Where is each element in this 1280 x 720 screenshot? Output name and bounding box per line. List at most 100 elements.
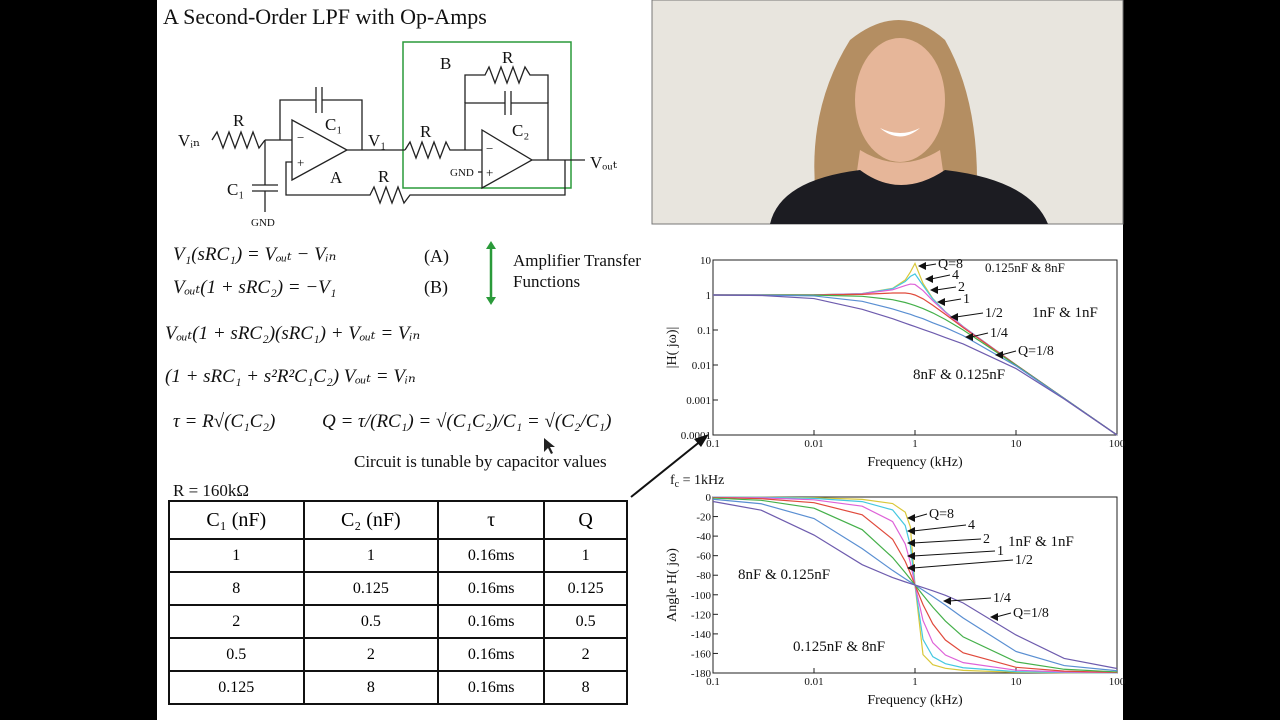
- arrow-head: [486, 241, 496, 249]
- label-arrow: [912, 513, 928, 519]
- op-amp-sign: −: [486, 141, 493, 156]
- op-amp: [291, 118, 349, 182]
- table-row: 2 0.5 0.16ms 0.5: [168, 604, 628, 639]
- y-tick-label: -140: [691, 629, 712, 641]
- note: Amplifier Transfer: [513, 251, 641, 270]
- note: f: [670, 473, 675, 488]
- note: fc = 1kHz: [670, 473, 724, 490]
- series-label: 1/4: [990, 326, 1008, 341]
- series-line: [712, 500, 1118, 670]
- series-label: 1: [963, 292, 970, 307]
- op-amp-sign: −: [297, 130, 304, 145]
- series-label: 4: [952, 268, 959, 283]
- table-header-cell: Q: [543, 500, 628, 540]
- annotation: 1nF & 1nF: [1008, 534, 1074, 550]
- circuit-label: C₁: [227, 180, 244, 199]
- arrow-head: [907, 564, 915, 572]
- circuit-label: Vₒᵤₜ: [590, 153, 618, 172]
- annotation: 0.125nF & 8nF: [793, 639, 885, 655]
- y-tick-label: -60: [696, 551, 711, 563]
- table-row: 8 0.125 0.16ms 0.125: [168, 571, 628, 606]
- resistor: [211, 130, 266, 150]
- circuit-label: R: [502, 48, 514, 67]
- op-amp-sign: +: [297, 155, 304, 170]
- arrow-head: [930, 286, 938, 294]
- pointer-arrow: [630, 439, 703, 498]
- x-tick-label: 100: [1109, 438, 1126, 450]
- label-arrow: [1000, 350, 1017, 356]
- y-tick-label: 0.0001: [681, 430, 711, 442]
- annotation: 8nF & 0.125nF: [913, 367, 1005, 383]
- table-container: C₁ (nF) C₂ (nF) τ Q1 1 0.16ms 18 0.125 0.16ms 0.1…: [168, 500, 628, 705]
- y-tick-label: 0.001: [686, 395, 711, 407]
- series-label: 1: [997, 544, 1004, 559]
- y-axis-label: |H( jω)|: [665, 327, 680, 369]
- wire: [279, 99, 316, 140]
- annotation: 8nF & 0.125nF: [738, 567, 830, 583]
- label-arrow: [970, 332, 989, 338]
- equation: (1 + sRC₁ + s²R²C₁C₂) Vₒᵤₜ = Vᵢₙ: [165, 366, 416, 387]
- series-label: 4: [968, 518, 975, 533]
- resistor: [404, 140, 482, 160]
- table-row: 0.5 2 0.16ms 2: [168, 637, 628, 672]
- arrow-head: [918, 262, 926, 270]
- arrow-head: [907, 552, 915, 560]
- y-tick-label: 0: [706, 492, 712, 504]
- table-cell: 0.16ms: [437, 637, 546, 672]
- charts: 0.1 0.01 1 10 1001010.10.010.0010.0001Freque…: [665, 255, 1126, 708]
- slide-title: A Second-Order LPF with Op-Amps: [163, 4, 487, 29]
- x-tick-label: 0.01: [804, 676, 823, 688]
- plot-area: [712, 259, 1118, 436]
- resistor: [285, 160, 566, 205]
- arrow-head: [943, 597, 951, 605]
- table-header-cell: C₁ (nF): [168, 500, 305, 540]
- circuit-label: V₁: [368, 131, 386, 150]
- note: = 1kHz: [679, 473, 724, 488]
- series-line: [712, 294, 1118, 436]
- table-cell: 0.125: [543, 571, 628, 606]
- table-row: 0.125 8 0.16ms 8: [168, 670, 628, 705]
- x-tick-label: 1: [912, 676, 918, 688]
- label-arrow: [948, 597, 992, 602]
- circuit-label: A: [330, 168, 343, 187]
- circuit-label: C₂: [512, 121, 529, 140]
- table-header-cell: τ: [437, 500, 546, 540]
- table-cell: 2: [543, 637, 628, 672]
- series-label: 2: [983, 532, 990, 547]
- neck: [855, 150, 945, 185]
- table-cell: 2: [168, 604, 305, 639]
- mouse-cursor: [544, 438, 555, 454]
- table-cell: 0.16ms: [437, 538, 546, 573]
- x-axis-label: Frequency (kHz): [867, 455, 963, 470]
- label-arrow: [995, 612, 1012, 618]
- arrow-head: [694, 434, 709, 447]
- y-tick-label: 0.1: [697, 325, 711, 337]
- smile: [880, 128, 920, 137]
- y-tick-label: -120: [691, 609, 712, 621]
- x-tick-label: 10: [1011, 438, 1023, 450]
- table-row: C₁ (nF) C₂ (nF) τ Q: [168, 500, 628, 540]
- table-cell: 2: [302, 637, 440, 672]
- circuit-label: R: [378, 167, 390, 186]
- note: Circuit is tunable by capacitor values: [354, 452, 607, 471]
- x-tick-label: 1: [912, 438, 918, 450]
- equation: τ = R√(C₁C₂): [173, 411, 275, 432]
- y-tick-label: -180: [691, 668, 712, 680]
- table-cell: 0.16ms: [437, 670, 546, 705]
- table-cell: 0.5: [168, 637, 305, 672]
- annotation: 0.125nF & 8nF: [985, 260, 1065, 275]
- arrow-head: [990, 613, 998, 621]
- circuit-label: R: [233, 111, 245, 130]
- table-cell: 8: [302, 670, 440, 705]
- table-cell: 0.16ms: [437, 571, 546, 606]
- y-axis-label: Angle H( jω): [665, 548, 680, 622]
- op-amp: [481, 128, 534, 190]
- series-label: 1/2: [1015, 553, 1033, 568]
- series-label: Q=8: [929, 507, 954, 522]
- y-tick-label: -100: [691, 590, 712, 602]
- y-tick-label: -160: [691, 648, 712, 660]
- table-cell: 0.125: [168, 670, 305, 705]
- table-cell: 0.5: [543, 604, 628, 639]
